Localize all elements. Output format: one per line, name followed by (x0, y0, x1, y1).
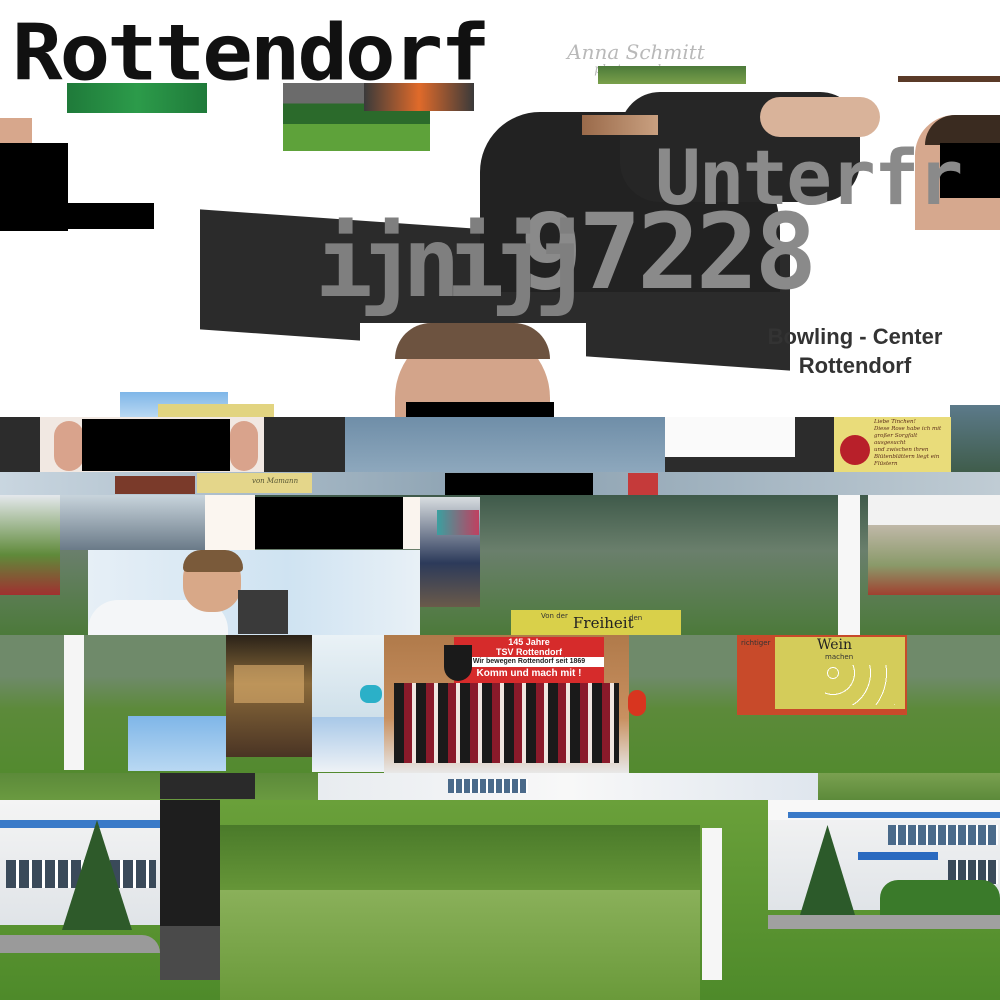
redaction-bar (82, 419, 230, 471)
white-block (665, 417, 795, 457)
gymnast-group (394, 683, 619, 763)
poster-line1: 145 Jahre (508, 637, 550, 647)
white-pillar (838, 495, 860, 635)
card-line: Liebe Tinchen! (874, 419, 916, 425)
tsv-logo (444, 645, 472, 681)
card-line: Flüstern (874, 461, 898, 467)
noise-glyphs-overlay: ijnijj (315, 207, 592, 319)
book-big-text: Wein (817, 637, 853, 653)
poster-line3: Wir bewegen Rottendorf seit 1869 (454, 657, 604, 667)
tsv-gymnastics-photo: 145 Jahre TSV Rottendorf Wir bewegen Rot… (384, 635, 629, 773)
grass-strip (0, 773, 318, 800)
redaction-bar (940, 143, 1000, 198)
scientist-microscope-photo (88, 550, 420, 635)
white-block (205, 495, 255, 550)
field-thumbnail (598, 66, 746, 84)
hill-fragment (220, 890, 700, 1000)
card-line: Blütenblättern liegt ein (874, 454, 940, 460)
redaction-bar (406, 402, 554, 420)
greeting-card: Liebe Tinchen! Diese Rose habe ich mit g… (834, 417, 951, 473)
poster-line4: Komm und mach mit ! (476, 668, 582, 679)
book-tail-text: den (629, 614, 643, 622)
white-pillar (702, 828, 722, 980)
dark-leg-fragment (160, 773, 255, 799)
redaction-bar (255, 497, 403, 549)
hill-fragment (200, 825, 700, 900)
book-text: Von der (541, 612, 568, 620)
card-strip (158, 404, 274, 417)
card-line: und zwischen ihren (874, 447, 929, 453)
tree-fragment (950, 405, 1000, 473)
park-fragment-left (0, 495, 60, 595)
sky-fragment (345, 417, 665, 473)
book-big-text: Freiheit (573, 614, 634, 632)
card-line: großer Sorgfalt ausgesucht (874, 433, 918, 446)
bowling-caption-line1: Bowling - Center (767, 324, 943, 349)
redaction-bar (30, 203, 154, 229)
hedge (880, 880, 1000, 915)
shoe-leg-fragment (160, 800, 220, 980)
book-text: richtiger (741, 639, 771, 647)
white-pillar (64, 635, 84, 770)
book-wein: richtiger Wein machen (737, 635, 907, 715)
building-strip (312, 717, 384, 772)
arcade-fragment (437, 510, 479, 535)
book-mid-text: machen (825, 653, 854, 661)
sky-fragment (128, 716, 226, 771)
poster-line2: TSV Rottendorf (496, 647, 562, 657)
path-fragment (768, 915, 1000, 929)
grass-strip (818, 773, 1000, 800)
region-overlay-text: Unterfr (655, 133, 963, 222)
team-photo-thumbnail (364, 83, 474, 111)
book-freiheit: Von der Freiheit den (511, 610, 681, 635)
headline-title: Rottendorf (12, 7, 491, 98)
bowling-caption: Bowling - Center Rottendorf (760, 322, 950, 380)
red-fragment (628, 473, 658, 495)
redaction-bar (445, 473, 593, 495)
blurred-photo (60, 495, 205, 550)
dark-strip (898, 76, 1000, 82)
tomato-fragment (628, 690, 646, 716)
bowling-caption-line2: Rottendorf (798, 353, 912, 378)
path-fragment (0, 935, 160, 953)
house-roof-fragment (115, 476, 195, 494)
small-label-text: von Mamann (252, 477, 299, 485)
team-photo-thumbnail (67, 83, 207, 113)
postal-code-overlay-text: 97228 (520, 191, 817, 313)
room-thumbnail (582, 115, 658, 135)
building-strip (318, 773, 818, 800)
cafe-interior-photo (226, 635, 312, 757)
tsv-poster: 145 Jahre TSV Rottendorf Wir bewegen Rot… (454, 637, 604, 683)
signature-name: Anna Schmitt (567, 40, 705, 64)
small-label-card: von Mamann (197, 473, 312, 493)
park-fragment-right (868, 495, 1000, 595)
lab-glove-fragment (312, 635, 384, 717)
card-line: Diese Rose habe ich mit (874, 426, 942, 432)
man-black-shirt-photo (200, 92, 880, 422)
